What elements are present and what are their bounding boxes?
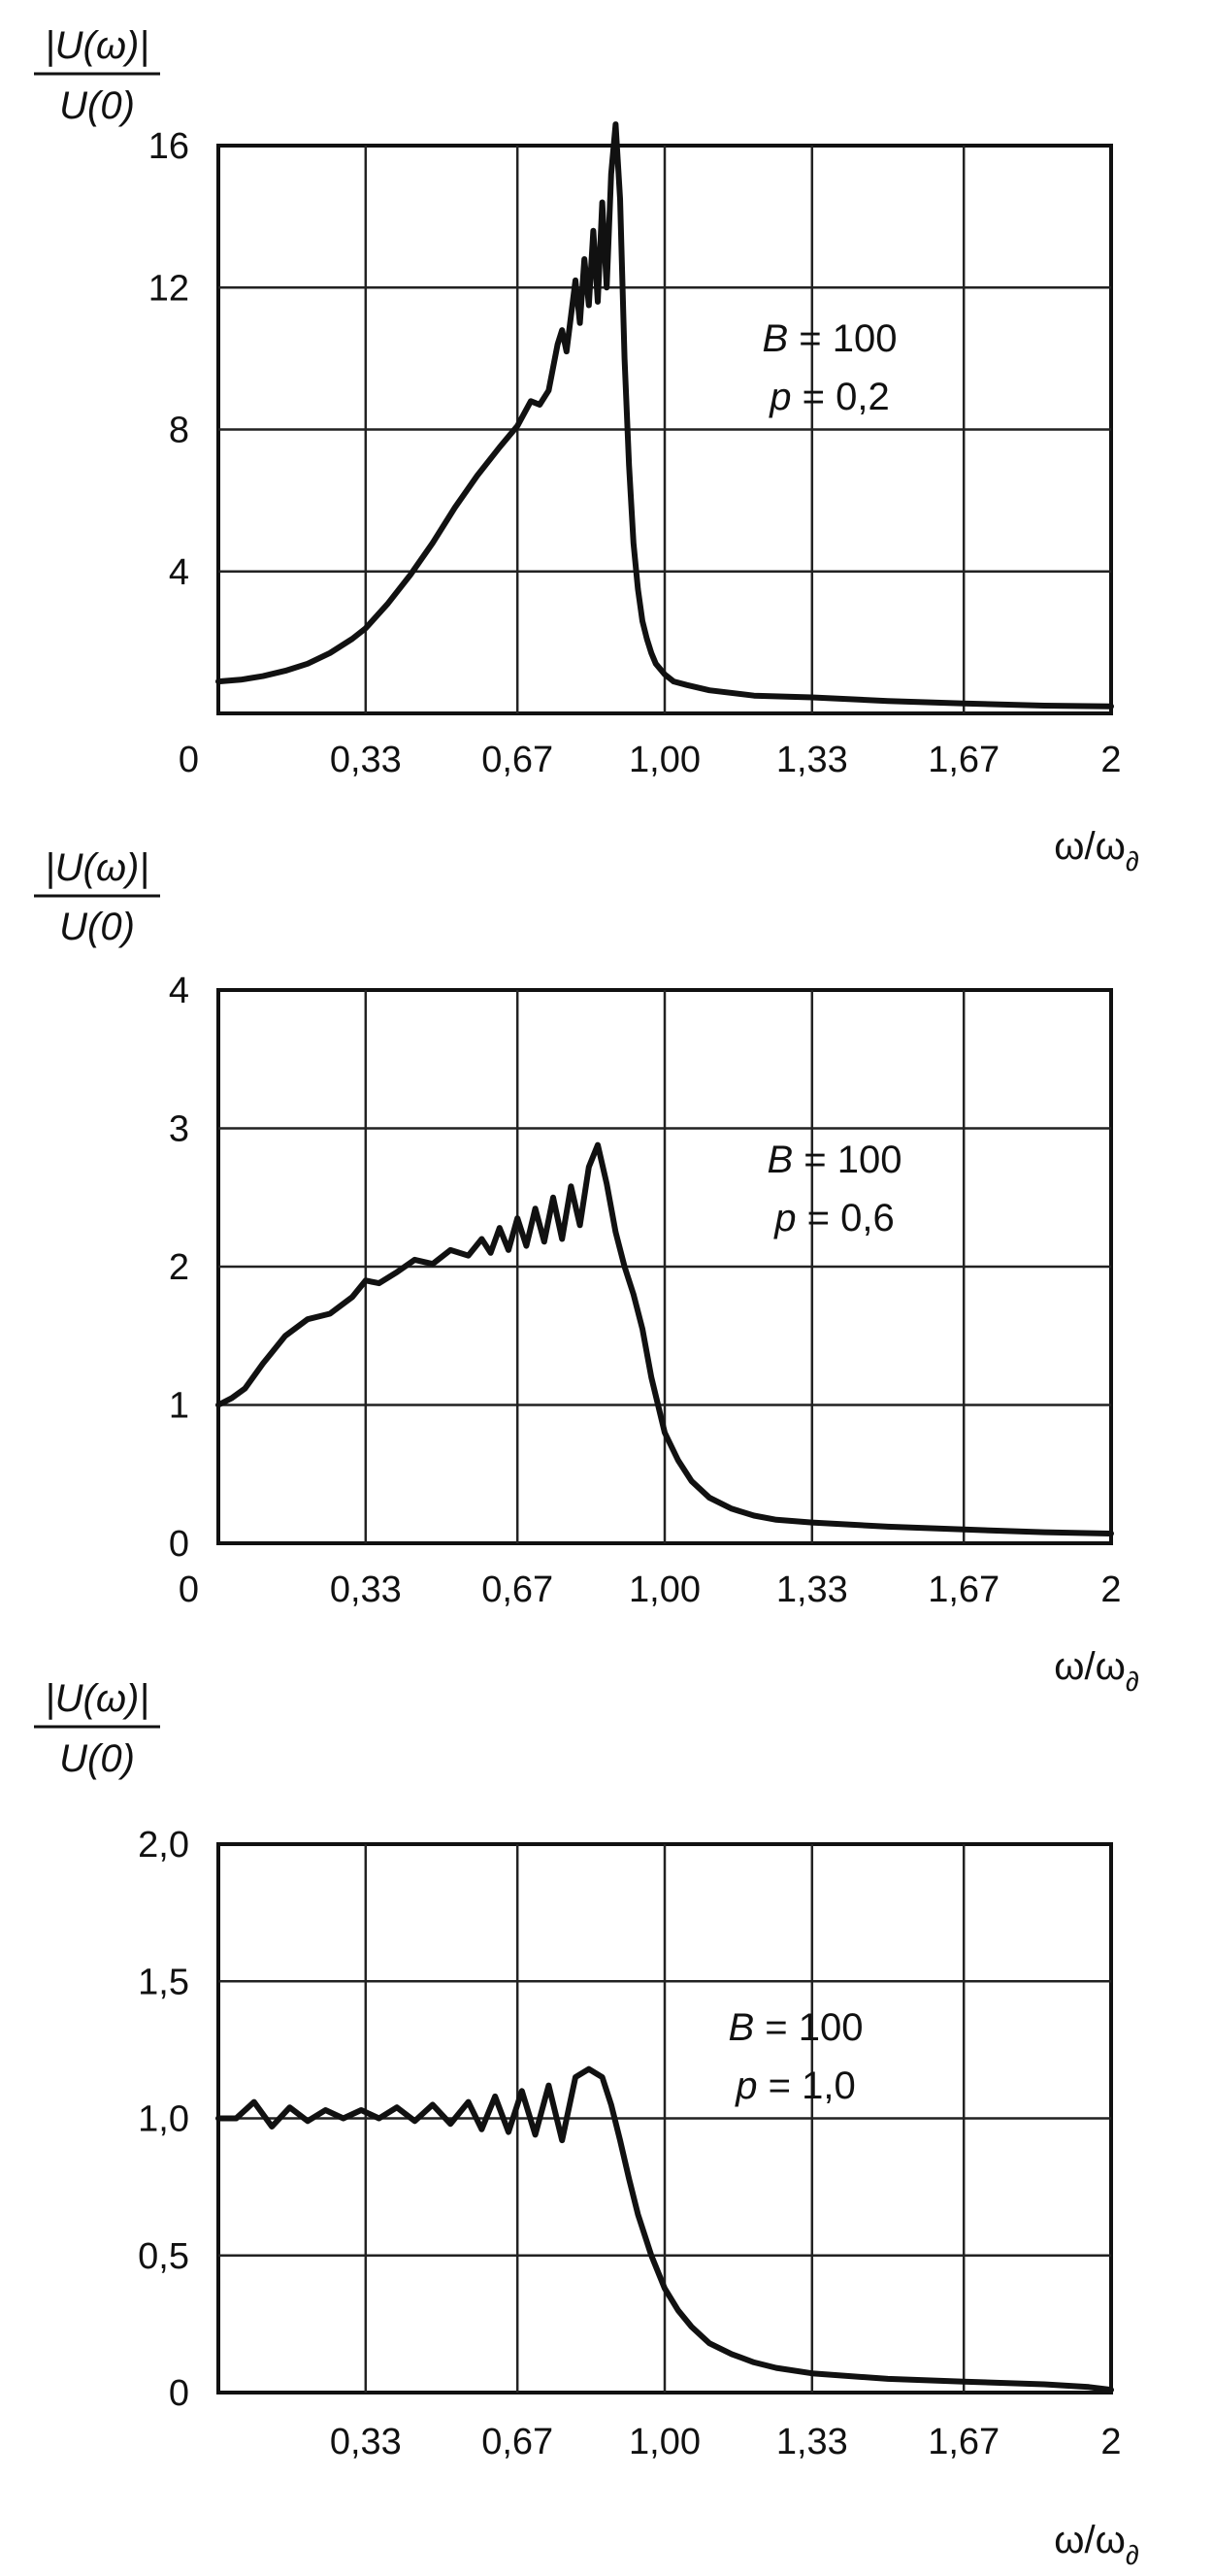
x-tick-labels: 0,33 0,67 1,00 1,33 1,67 2 xyxy=(330,2422,1122,2462)
x-tick-label: 1,67 xyxy=(928,2422,1000,2462)
y-axis-label-denominator: U(0) xyxy=(59,906,135,948)
x-tick-label: 1,33 xyxy=(776,1569,848,1610)
x-tick-label: 2 xyxy=(1100,2422,1121,2462)
x-tick-label: 1,33 xyxy=(776,2422,848,2462)
x-axis-label: ω/ω∂ xyxy=(1054,1645,1139,1697)
series-line xyxy=(215,1141,1114,1536)
y-tick-labels: 0 1 2 3 4 xyxy=(169,971,189,1565)
annotation-b: B = 100 xyxy=(762,317,897,360)
x-tick-label: 1,67 xyxy=(928,740,1000,780)
annotation-p: p = 0,2 xyxy=(769,376,889,418)
y-axis-label-denominator: U(0) xyxy=(59,84,135,127)
x-tick-labels: 0 0,33 0,67 1,00 1,33 1,67 2 xyxy=(179,740,1122,780)
annotation-p: p = 1,0 xyxy=(735,2064,855,2107)
y-tick-label: 0 xyxy=(169,1524,189,1565)
y-tick-label: 0 xyxy=(169,2373,189,2414)
annotation-p: p = 0,6 xyxy=(773,1197,894,1239)
y-tick-label: 2,0 xyxy=(138,1825,189,1866)
x-tick-labels: 0 0,33 0,67 1,00 1,33 1,67 2 xyxy=(179,1569,1122,1610)
y-axis-label-numerator: |U(ω)| xyxy=(45,1677,148,1720)
x-tick-label: 1,67 xyxy=(928,1569,1000,1610)
series-line xyxy=(215,2065,1114,2394)
y-tick-label: 16 xyxy=(148,126,189,167)
x-tick-label: 0,33 xyxy=(330,2422,402,2462)
grid xyxy=(218,146,1111,713)
y-tick-label: 0,5 xyxy=(138,2236,189,2277)
y-axis-label-denominator: U(0) xyxy=(59,1737,135,1780)
x-tick-label: 0,67 xyxy=(481,2422,553,2462)
x-tick-label: 0,33 xyxy=(330,1569,402,1610)
x-tick-label: 0 xyxy=(179,1569,199,1610)
chart-panel-3: |U(ω)| U(0) 0,33 0,67 1,00 1,33 1,67 2 0 0,5 1,… xyxy=(34,1677,1139,2570)
y-tick-labels: 0 0,5 1,0 1,5 2,0 xyxy=(138,1825,189,2414)
y-tick-label: 1,5 xyxy=(138,1962,189,2002)
y-tick-labels: 4 8 12 16 xyxy=(148,126,189,593)
x-axis-label: ω/ω∂ xyxy=(1054,2519,1139,2570)
chart-panel-2: |U(ω)| U(0) 0 0,33 0,67 1,00 1,33 1,67 2 0 1 2 3 4… xyxy=(34,846,1139,1697)
y-tick-label: 4 xyxy=(169,552,189,593)
annotation-b: B = 100 xyxy=(728,2006,863,2049)
annotation-b: B = 100 xyxy=(767,1139,902,1181)
series-line xyxy=(215,121,1114,710)
y-tick-label: 8 xyxy=(169,411,189,451)
y-tick-label: 3 xyxy=(169,1109,189,1150)
y-tick-label: 1,0 xyxy=(138,2099,189,2140)
x-axis-label: ω/ω∂ xyxy=(1054,825,1139,876)
grid xyxy=(218,1844,1111,2393)
y-axis-label-numerator: |U(ω)| xyxy=(45,846,148,889)
x-tick-label: 0,67 xyxy=(481,740,553,780)
x-tick-label: 1,33 xyxy=(776,740,848,780)
y-tick-label: 4 xyxy=(169,971,189,1011)
x-tick-label: 0,67 xyxy=(481,1569,553,1610)
y-tick-label: 2 xyxy=(169,1247,189,1288)
x-tick-label: 2 xyxy=(1100,1569,1121,1610)
chart-panel-1: |U(ω)| U(0) 0 0,33 0,67 1,00 1,33 1,67 2 4 8 12 1… xyxy=(34,24,1139,876)
x-tick-label: 0 xyxy=(179,740,199,780)
x-tick-label: 1,00 xyxy=(629,2422,701,2462)
grid xyxy=(218,990,1111,1543)
x-tick-label: 2 xyxy=(1100,740,1121,780)
y-tick-label: 12 xyxy=(148,268,189,309)
y-axis-label-numerator: |U(ω)| xyxy=(45,24,148,67)
x-tick-label: 1,00 xyxy=(629,740,701,780)
y-tick-label: 1 xyxy=(169,1386,189,1427)
x-tick-label: 0,33 xyxy=(330,740,402,780)
x-tick-label: 1,00 xyxy=(629,1569,701,1610)
